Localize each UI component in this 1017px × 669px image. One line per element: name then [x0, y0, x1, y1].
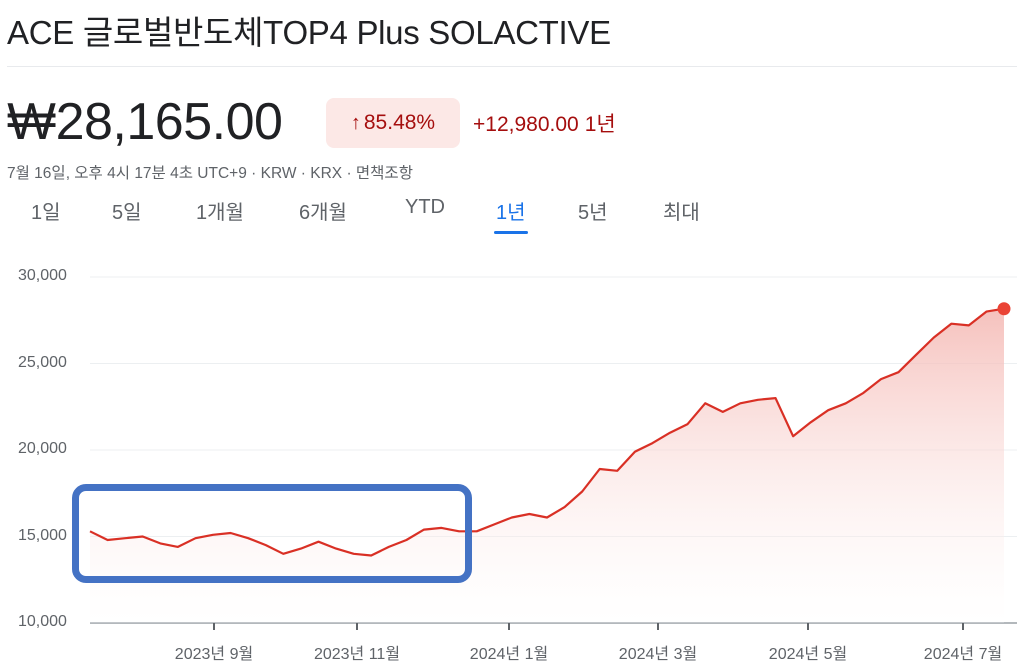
y-tick-label: 30,000 [18, 267, 67, 284]
tab-1m[interactable]: 1개월 [196, 202, 244, 224]
x-tick-label: 2023년 11월 [313, 646, 401, 663]
price-chart-plot[interactable] [0, 250, 1017, 669]
change-period: 1년 [584, 113, 616, 136]
tab-1y[interactable]: 1년 [494, 196, 528, 234]
range-tabs: 1일 5일 1개월 6개월 YTD 1년 5년 최대 [0, 196, 760, 236]
change-absolute: +12,980.00 [473, 113, 579, 136]
arrow-up-icon: ↑ [350, 111, 361, 134]
y-tick-label: 25,000 [18, 353, 67, 371]
change-percent: 85.48% [363, 111, 436, 134]
quote-meta: 7월 16일, 오후 4시 17분 4초 UTC+9 · KRW · KRX ·… [7, 161, 413, 183]
last-price-dot [997, 302, 1011, 316]
x-tick-label: 2024년 7월 [923, 646, 1003, 663]
header-divider [7, 66, 1017, 67]
tab-5y[interactable]: 5년 [578, 202, 608, 224]
change-percent-badge: ↑ 85.48% [326, 98, 460, 148]
y-tick-label: 20,000 [18, 440, 67, 457]
y-tick-label: 15,000 [18, 526, 67, 544]
x-tick-label: 2023년 9월 [174, 646, 254, 663]
tab-1d[interactable]: 1일 [31, 202, 61, 224]
tab-5d[interactable]: 5일 [112, 202, 142, 224]
tab-max[interactable]: 최대 [663, 202, 700, 224]
change-absolute-group: +12,980.00 1년 [473, 108, 616, 138]
price-line [89, 307, 1005, 557]
current-price: ₩28,165.00 [7, 93, 283, 151]
y-tick-label: 10,000 [18, 613, 67, 630]
x-tick-label: 2024년 1월 [469, 646, 549, 663]
x-tick-label: 2024년 3월 [618, 646, 698, 663]
highlight-annotation-box [72, 484, 472, 583]
page-title: ACE 글로벌반도체TOP4 Plus SOLACTIVE [7, 14, 611, 51]
tab-ytd[interactable]: YTD [405, 196, 445, 218]
x-tick-label: 2024년 5월 [768, 646, 848, 663]
price-area-fill [90, 308, 1004, 623]
price-chart[interactable]: 30,000 25,000 20,000 15,000 10,000 2023년 9월 2… [0, 250, 1017, 669]
tab-6m[interactable]: 6개월 [299, 202, 347, 224]
quote-meta-text[interactable]: 7월 16일, 오후 4시 17분 4초 UTC+9 · KRW · KRX ·… [7, 165, 413, 182]
